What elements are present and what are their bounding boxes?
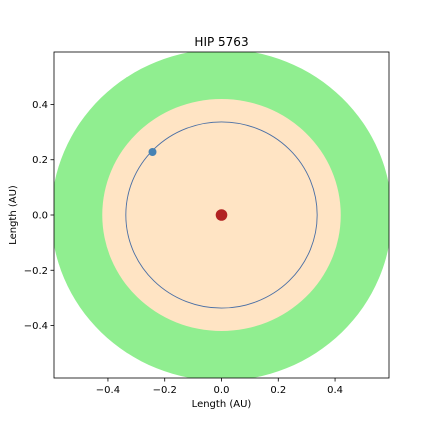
y-tick-label: −0.4 [24,321,48,332]
x-tick-label: −0.2 [153,385,177,396]
x-axis-label: Length (AU) [192,399,252,410]
y-tick-label: 0.4 [32,100,48,111]
y-tick-label: 0.2 [32,155,48,166]
x-tick-label: −0.4 [96,385,120,396]
x-tick-label: 0.0 [214,385,230,396]
x-axis-ticks: −0.4 −0.2 0.0 0.2 0.4 [96,378,343,396]
y-axis-ticks: −0.4 −0.2 0.0 0.2 0.4 [24,100,54,332]
planet-marker [148,148,157,157]
x-tick-label: 0.2 [270,385,286,396]
y-tick-label: −0.2 [24,266,48,277]
y-axis-label: Length (AU) [8,185,19,245]
plot-content [54,52,389,378]
star-marker [215,209,228,221]
chart-title: HIP 5763 [194,35,248,49]
y-tick-label: 0.0 [32,211,48,222]
orbit-ring-0 [125,121,318,309]
x-tick-label: 0.4 [327,385,343,396]
